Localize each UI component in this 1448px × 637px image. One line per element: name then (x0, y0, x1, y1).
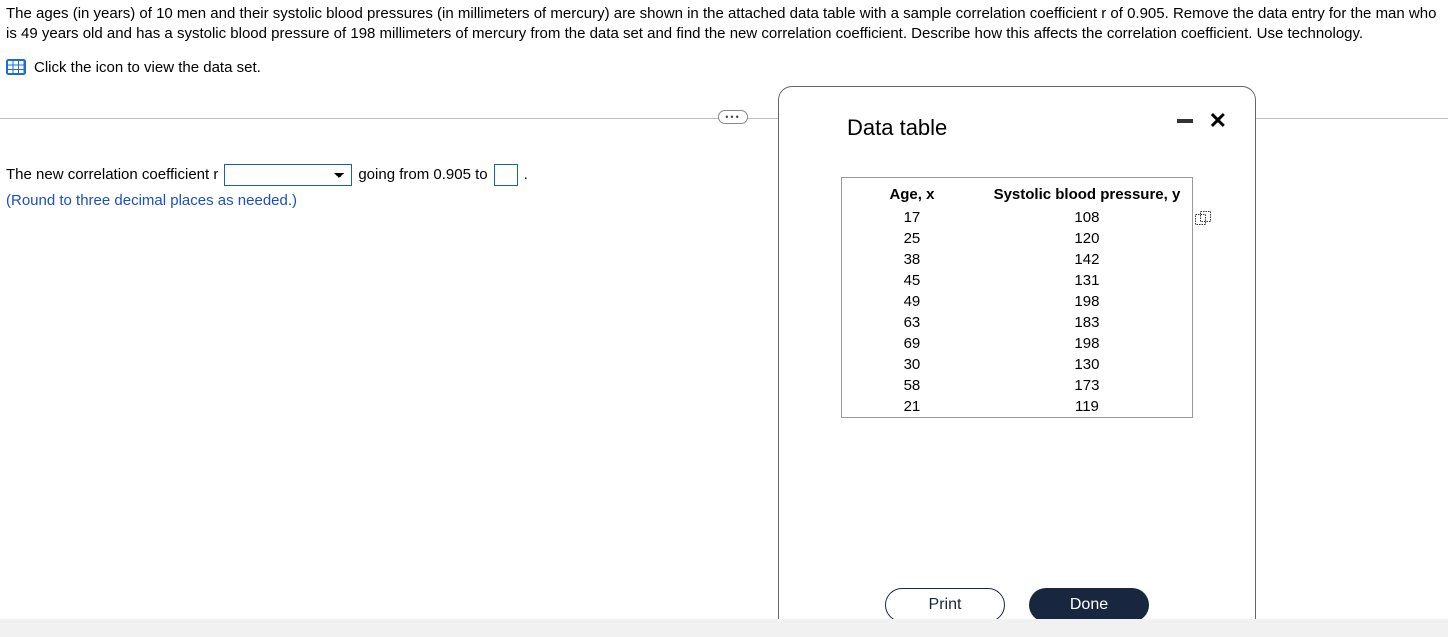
question-text: The ages (in years) of 10 men and their … (6, 4, 1442, 45)
minimize-icon[interactable] (1177, 119, 1193, 123)
table-row: 30130 (842, 354, 1193, 375)
table-row: 25120 (842, 228, 1193, 249)
col-age: Age, x (842, 178, 982, 208)
cell: 130 (982, 354, 1193, 375)
cell: 108 (982, 207, 1193, 228)
table-row: 17108 (842, 207, 1193, 228)
cell: 131 (982, 270, 1193, 291)
coefficient-input[interactable] (494, 164, 518, 186)
cell: 173 (982, 375, 1193, 396)
cell: 45 (842, 270, 982, 291)
answer-suffix: . (524, 166, 528, 183)
cell: 17 (842, 207, 982, 228)
table-row: 49198 (842, 291, 1193, 312)
table-row: 45131 (842, 270, 1193, 291)
cell: 38 (842, 249, 982, 270)
table-row: 58173 (842, 375, 1193, 396)
cell: 142 (982, 249, 1193, 270)
direction-select[interactable] (224, 164, 352, 186)
copy-icon[interactable] (1195, 211, 1211, 225)
answer-prefix: The new correlation coefficient r (6, 166, 218, 183)
cell: 69 (842, 333, 982, 354)
ellipsis-icon[interactable]: ••• (718, 110, 748, 124)
data-table-modal: Data table ✕ Age, x Systolic blood press… (778, 86, 1256, 637)
table-row: 69198 (842, 333, 1193, 354)
cell: 30 (842, 354, 982, 375)
table-row: 21119 (842, 396, 1193, 418)
data-table: Age, x Systolic blood pressure, y 17108 … (841, 177, 1193, 418)
cell: 21 (842, 396, 982, 418)
print-button[interactable]: Print (885, 588, 1005, 622)
data-table-icon[interactable] (6, 59, 26, 75)
cell: 120 (982, 228, 1193, 249)
data-link-text[interactable]: Click the icon to view the data set. (34, 59, 261, 76)
cell: 119 (982, 396, 1193, 418)
table-row: 63183 (842, 312, 1193, 333)
bottom-bar (0, 619, 1448, 637)
cell: 25 (842, 228, 982, 249)
table-row: 38142 (842, 249, 1193, 270)
answer-mid: going from 0.905 to (358, 166, 487, 183)
col-bp: Systolic blood pressure, y (982, 178, 1193, 208)
cell: 183 (982, 312, 1193, 333)
cell: 49 (842, 291, 982, 312)
modal-title: Data table (847, 115, 1177, 141)
close-icon[interactable]: ✕ (1209, 110, 1227, 132)
done-button[interactable]: Done (1029, 588, 1149, 622)
cell: 58 (842, 375, 982, 396)
cell: 198 (982, 291, 1193, 312)
cell: 63 (842, 312, 982, 333)
cell: 198 (982, 333, 1193, 354)
